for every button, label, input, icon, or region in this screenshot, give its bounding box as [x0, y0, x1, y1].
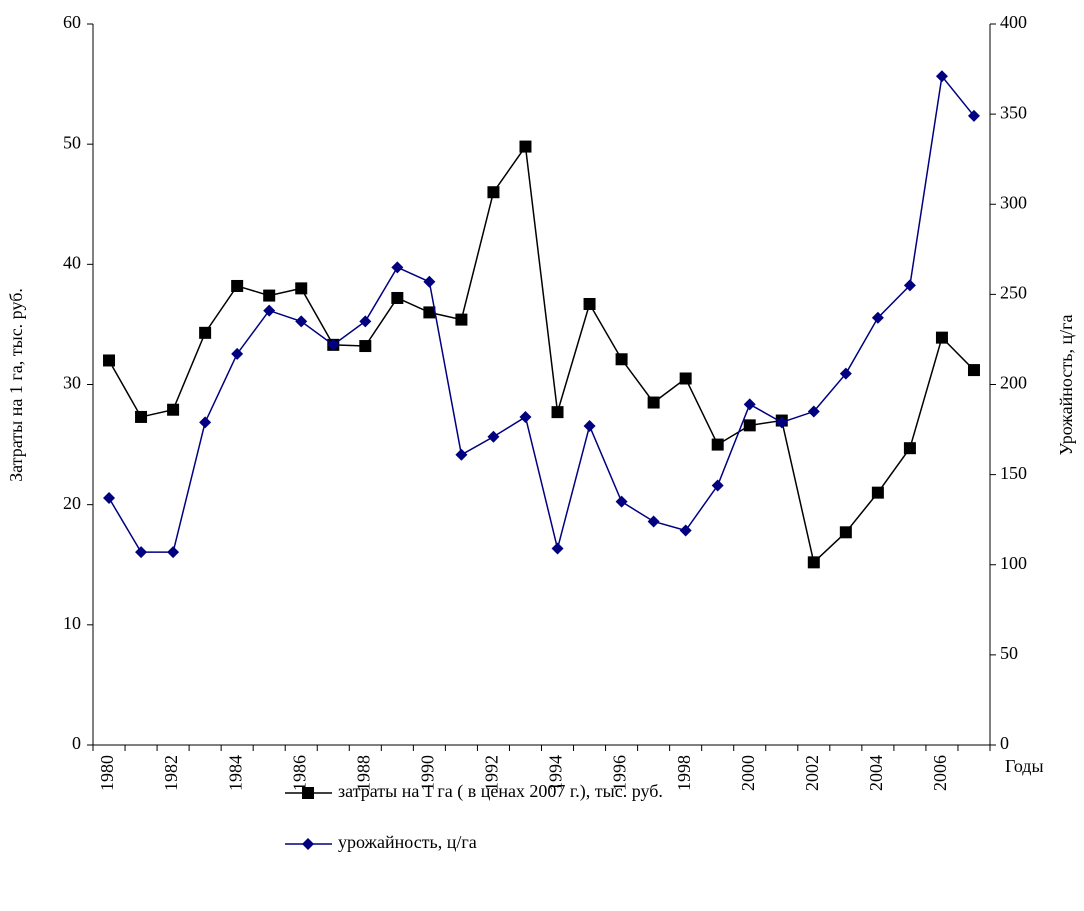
- data-point: [359, 315, 372, 328]
- y2-axis-title: Урожайность, ц/га: [1056, 315, 1076, 456]
- data-point: [167, 546, 180, 559]
- data-point: [679, 372, 692, 385]
- y2-tick-label: 400: [1000, 12, 1027, 32]
- data-point: [167, 403, 180, 416]
- data-point: [487, 430, 500, 443]
- y-tick-label: 30: [63, 373, 81, 393]
- x-tick-label: 2006: [930, 755, 950, 791]
- x-tick-label: 1996: [610, 755, 630, 791]
- y-tick-label: 10: [63, 613, 81, 633]
- data-point: [711, 438, 724, 451]
- data-point: [103, 492, 116, 505]
- x-tick-label: 1994: [546, 755, 566, 791]
- data-point: [615, 495, 628, 508]
- x-tick-label: 1980: [97, 755, 117, 791]
- data-point: [263, 289, 276, 302]
- data-point: [295, 282, 308, 295]
- data-point: [743, 398, 756, 411]
- data-point: [519, 140, 532, 153]
- data-point: [327, 338, 340, 351]
- data-point: [455, 448, 468, 461]
- x-tick-label: 2004: [866, 755, 886, 791]
- data-point: [199, 416, 212, 429]
- legend-label: урожайность, ц/га: [338, 832, 477, 852]
- data-point: [903, 442, 916, 455]
- data-point: [487, 186, 500, 199]
- x-tick-label: 1998: [674, 755, 694, 791]
- data-point: [903, 279, 916, 292]
- y2-tick-label: 200: [1000, 373, 1027, 393]
- data-point: [231, 279, 244, 292]
- x-axis-title: Годы: [1005, 756, 1044, 776]
- data-point: [807, 405, 820, 418]
- series-line: [108, 74, 975, 553]
- y-tick-label: 20: [63, 493, 81, 513]
- data-point: [423, 306, 436, 319]
- y-tick-label: 50: [63, 132, 81, 152]
- data-point: [135, 410, 148, 423]
- data-point: [647, 396, 660, 409]
- data-point: [295, 315, 308, 328]
- y-tick-label: 60: [63, 12, 81, 32]
- data-point: [935, 331, 948, 344]
- x-tick-label: 1988: [353, 755, 373, 791]
- legend-marker: [302, 838, 314, 850]
- data-point: [871, 486, 884, 499]
- data-point: [775, 416, 788, 429]
- series-line: [108, 144, 975, 564]
- x-tick-label: 2002: [802, 755, 822, 791]
- y2-tick-label: 50: [1000, 643, 1018, 663]
- data-point: [839, 526, 852, 539]
- y-tick-label: 0: [72, 733, 81, 753]
- legend-marker: [302, 787, 314, 799]
- data-point: [359, 340, 372, 353]
- x-tick-label: 2000: [738, 755, 758, 791]
- data-point: [711, 479, 724, 492]
- data-point: [615, 353, 628, 366]
- y2-tick-label: 250: [1000, 283, 1027, 303]
- legend-label: затраты на 1 га ( в ценах 2007 г.), тыс.…: [338, 781, 663, 802]
- data-point: [967, 109, 980, 122]
- y2-tick-label: 100: [1000, 553, 1027, 573]
- y2-tick-label: 0: [1000, 733, 1009, 753]
- data-point: [967, 364, 980, 377]
- data-point: [263, 304, 276, 317]
- y-tick-label: 40: [63, 252, 81, 272]
- y2-tick-label: 150: [1000, 463, 1027, 483]
- data-point: [839, 367, 852, 380]
- data-point: [391, 261, 404, 274]
- data-point: [423, 275, 436, 288]
- data-point: [551, 542, 564, 555]
- data-point: [583, 297, 596, 310]
- x-tick-label: 1982: [161, 755, 181, 791]
- data-point: [583, 419, 596, 432]
- x-tick-label: 1990: [418, 755, 438, 791]
- data-point: [679, 524, 692, 537]
- data-point: [551, 406, 564, 419]
- data-point: [519, 410, 532, 423]
- y-axis-title: Затраты на 1 га, тыс. руб.: [6, 288, 26, 482]
- data-point: [199, 326, 212, 339]
- data-point: [743, 419, 756, 432]
- data-point: [391, 291, 404, 304]
- data-point: [807, 556, 820, 569]
- x-tick-label: 1986: [289, 755, 309, 791]
- data-point: [871, 311, 884, 324]
- data-point: [103, 354, 116, 367]
- data-point: [231, 347, 244, 360]
- data-point: [135, 546, 148, 559]
- y2-tick-label: 300: [1000, 192, 1027, 212]
- data-point: [647, 515, 660, 528]
- x-tick-label: 1984: [225, 755, 245, 791]
- data-point: [455, 313, 468, 326]
- y2-tick-label: 350: [1000, 102, 1027, 122]
- x-tick-label: 1992: [482, 755, 502, 791]
- data-point: [935, 70, 948, 83]
